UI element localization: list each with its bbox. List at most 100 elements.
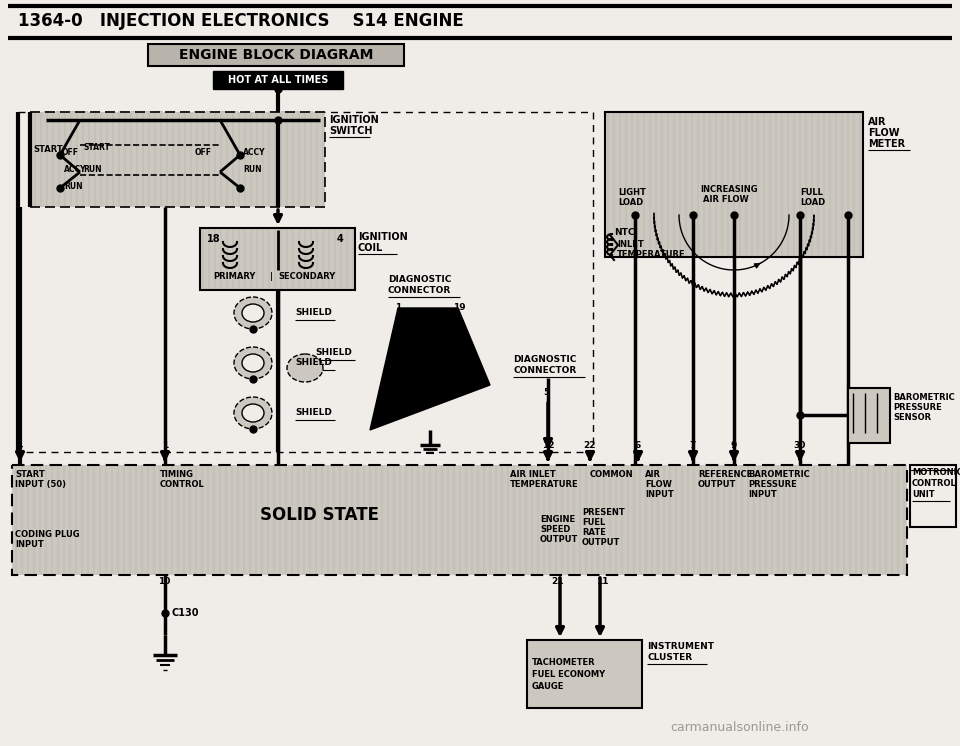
Text: INSTRUMENT: INSTRUMENT — [647, 642, 714, 651]
Text: 7: 7 — [690, 441, 696, 450]
Text: TEMPERATURE: TEMPERATURE — [617, 250, 685, 259]
Text: 18: 18 — [207, 234, 221, 244]
Text: RUN: RUN — [83, 165, 102, 174]
Text: BAROMETRIC: BAROMETRIC — [748, 470, 809, 479]
Text: |: | — [270, 272, 273, 281]
Text: ACCY: ACCY — [64, 165, 86, 174]
Text: METER: METER — [868, 139, 905, 149]
Text: AIR FLOW: AIR FLOW — [703, 195, 749, 204]
Text: DIAGNOSTIC: DIAGNOSTIC — [388, 275, 451, 284]
Text: FULL: FULL — [800, 188, 823, 197]
Text: IGNITION: IGNITION — [358, 232, 408, 242]
Text: INPUT: INPUT — [15, 540, 44, 549]
Text: INCREASING: INCREASING — [700, 185, 757, 194]
Bar — [148, 44, 404, 66]
Ellipse shape — [242, 404, 264, 422]
Bar — [213, 71, 343, 89]
Text: REFERENCE: REFERENCE — [698, 470, 753, 479]
Text: ENGINE BLOCK DIAGRAM: ENGINE BLOCK DIAGRAM — [179, 48, 373, 62]
Text: PRESENT: PRESENT — [582, 508, 625, 517]
Text: 21: 21 — [552, 577, 564, 586]
Text: INPUT (50): INPUT (50) — [15, 480, 66, 489]
Text: 9: 9 — [731, 441, 737, 450]
Text: INPUT: INPUT — [748, 490, 777, 499]
Text: PRESSURE: PRESSURE — [893, 403, 942, 412]
Text: 5: 5 — [543, 388, 549, 397]
Text: 1364-0   INJECTION ELECTRONICS    S14 ENGINE: 1364-0 INJECTION ELECTRONICS S14 ENGINE — [18, 12, 464, 30]
Text: 1: 1 — [395, 303, 401, 312]
Bar — [910, 465, 956, 527]
Text: AIR: AIR — [645, 470, 661, 479]
Text: 19: 19 — [453, 303, 466, 312]
Text: LOAD: LOAD — [800, 198, 826, 207]
Ellipse shape — [234, 297, 272, 329]
Text: C130: C130 — [172, 608, 200, 618]
Polygon shape — [370, 308, 490, 430]
Text: CONNECTOR: CONNECTOR — [513, 366, 576, 375]
Text: SECONDARY: SECONDARY — [278, 272, 335, 281]
Text: DIAGNOSTIC: DIAGNOSTIC — [513, 355, 576, 364]
Text: RUN: RUN — [243, 165, 262, 174]
Text: LOAD: LOAD — [618, 198, 643, 207]
Bar — [527, 640, 642, 708]
Text: SHIELD: SHIELD — [315, 348, 352, 357]
Text: GAUGE: GAUGE — [532, 682, 564, 691]
Text: COIL: COIL — [358, 243, 383, 253]
Text: HOT AT ALL TIMES: HOT AT ALL TIMES — [228, 75, 328, 85]
Text: RATE: RATE — [582, 528, 606, 537]
Text: AIR: AIR — [868, 117, 886, 127]
Text: START: START — [83, 143, 109, 152]
Text: CONTROL: CONTROL — [912, 479, 957, 488]
Text: UNIT: UNIT — [912, 490, 935, 499]
Text: RUN: RUN — [64, 182, 83, 191]
Bar — [12, 465, 907, 575]
Text: TEMPERATURE: TEMPERATURE — [510, 480, 579, 489]
Text: TACHOMETER: TACHOMETER — [532, 658, 595, 667]
Text: INPUT: INPUT — [645, 490, 674, 499]
Text: 6: 6 — [635, 441, 641, 450]
Text: 12: 12 — [541, 441, 554, 450]
Text: 30: 30 — [794, 441, 806, 450]
Text: 1: 1 — [162, 441, 168, 450]
Text: SENSOR: SENSOR — [893, 413, 931, 422]
Text: OFF: OFF — [195, 148, 212, 157]
Text: CLUSTER: CLUSTER — [647, 653, 692, 662]
Text: PRESSURE: PRESSURE — [748, 480, 797, 489]
Text: SHIELD: SHIELD — [295, 308, 332, 317]
Text: TIMING: TIMING — [160, 470, 194, 479]
Text: ACCY: ACCY — [243, 148, 266, 157]
Text: 22: 22 — [584, 441, 596, 450]
Bar — [848, 388, 890, 443]
Text: OUTPUT: OUTPUT — [540, 535, 578, 544]
Text: carmanualsonline.info: carmanualsonline.info — [671, 721, 809, 734]
Text: NTC: NTC — [614, 228, 635, 237]
Text: MOTRONIC: MOTRONIC — [912, 468, 960, 477]
Text: 4: 4 — [17, 441, 23, 450]
Text: SPEED: SPEED — [540, 525, 570, 534]
Text: FLOW: FLOW — [868, 128, 900, 138]
Text: COMMON: COMMON — [590, 470, 634, 479]
Bar — [200, 228, 355, 290]
Text: OUTPUT: OUTPUT — [698, 480, 736, 489]
Ellipse shape — [234, 397, 272, 429]
Text: SOLID STATE: SOLID STATE — [260, 506, 379, 524]
Text: OUTPUT: OUTPUT — [582, 538, 620, 547]
Text: SWITCH: SWITCH — [329, 126, 372, 136]
Bar — [18, 112, 593, 452]
Text: SHIELD: SHIELD — [295, 358, 332, 367]
Ellipse shape — [234, 347, 272, 379]
Ellipse shape — [242, 354, 264, 372]
Text: CODING PLUG: CODING PLUG — [15, 530, 80, 539]
Text: FUEL: FUEL — [582, 518, 605, 527]
Ellipse shape — [287, 354, 323, 382]
Text: 11: 11 — [596, 577, 609, 586]
Text: IGNITION: IGNITION — [329, 115, 379, 125]
Text: CONTROL: CONTROL — [160, 480, 204, 489]
Text: 4: 4 — [337, 234, 344, 244]
Bar — [30, 112, 325, 207]
Text: AIR INLET: AIR INLET — [510, 470, 556, 479]
Text: PRIMARY: PRIMARY — [213, 272, 255, 281]
Text: OFF: OFF — [62, 148, 79, 157]
Text: FLOW: FLOW — [645, 480, 672, 489]
Text: LIGHT: LIGHT — [618, 188, 646, 197]
